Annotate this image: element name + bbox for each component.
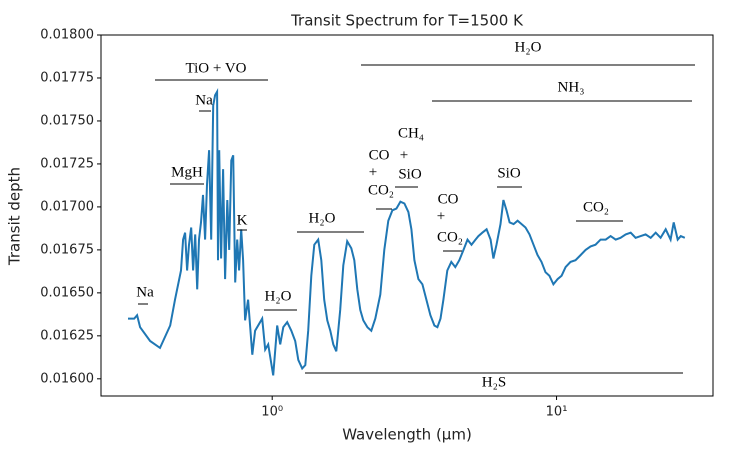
annotation: CO [369, 147, 390, 163]
annotation: CH₄ [398, 125, 424, 141]
annotation: + [369, 164, 377, 180]
annotation: Na [136, 284, 154, 300]
annotation: CO₂ [437, 229, 463, 245]
annotation: CO₂ [368, 182, 394, 198]
annotation: + [437, 208, 445, 224]
y-axis-label: Transit depth [6, 167, 24, 266]
y-tick-label: 0.01725 [40, 156, 94, 171]
plot-frame [100, 34, 714, 397]
y-tick-label: 0.01800 [40, 28, 94, 43]
y-tick-label: 0.01650 [40, 285, 94, 300]
x-axis-label: Wavelength (μm) [342, 426, 472, 444]
annotation: MgH [171, 164, 203, 180]
annotation: H₂O [265, 288, 292, 304]
y-tick-label: 0.01775 [40, 70, 94, 85]
annotation: NH₃ [558, 79, 585, 95]
annotation: Na [195, 92, 213, 108]
y-tick-label: 0.01625 [40, 328, 94, 343]
annotation: TiO + VO [186, 60, 247, 76]
y-tick-label: 0.01700 [40, 199, 94, 214]
annotation: H₂O [309, 210, 336, 226]
annotation: H₂S [482, 374, 506, 390]
annotation: CO [438, 191, 459, 207]
y-tick-label: 0.01675 [40, 242, 94, 257]
spectrum-line [128, 87, 686, 376]
annotation: CO₂ [583, 199, 609, 215]
annotation: + [400, 147, 408, 163]
chart-title: Transit Spectrum for T=1500 K [290, 12, 524, 30]
y-tick-label: 0.01600 [40, 371, 94, 386]
annotation: SiO [497, 165, 521, 181]
y-tick-label: 0.01750 [40, 113, 94, 128]
annotation: K [237, 212, 248, 228]
annotation: H₂O [515, 39, 542, 55]
x-tick-label: 10⁰ [261, 405, 283, 420]
x-tick-label: 10¹ [546, 405, 568, 420]
annotation: SiO [398, 166, 422, 182]
